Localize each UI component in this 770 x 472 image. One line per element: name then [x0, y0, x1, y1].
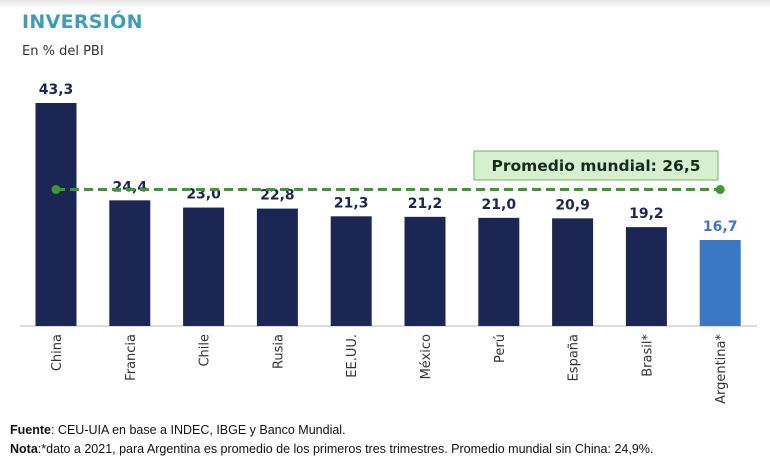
- data-label-4: 21,3: [334, 195, 369, 211]
- category-label-2: Chile: [198, 334, 213, 367]
- data-label-7: 20,9: [555, 197, 590, 213]
- category-label-5: México: [419, 334, 434, 379]
- source-label: Fuente: [10, 423, 51, 437]
- average-start-marker: [51, 185, 61, 195]
- category-label-8: Brasil*: [640, 334, 655, 377]
- data-label-8: 19,2: [629, 206, 664, 222]
- data-label-1: 24,4: [113, 179, 148, 195]
- data-label-9: 16,7: [703, 219, 738, 235]
- bar-4: [330, 216, 372, 326]
- note-text: :*dato a 2021, para Argentina es promedi…: [37, 442, 654, 456]
- chart-subtitle: En % del PBI: [22, 44, 104, 59]
- data-label-0: 43,3: [39, 82, 74, 98]
- category-label-3: Rusia: [271, 334, 286, 369]
- footer-source: Fuente: CEU-UIA en base a INDEC, IBGE y …: [10, 423, 346, 437]
- data-label-6: 21,0: [482, 197, 517, 213]
- average-label: Promedio mundial: 26,5: [491, 157, 700, 175]
- bar-7: [552, 218, 594, 326]
- source-text: : CEU-UIA en base a INDEC, IBGE y Banco …: [50, 423, 346, 437]
- data-label-3: 22,8: [260, 188, 295, 204]
- data-label-5: 21,2: [408, 196, 443, 212]
- chart-title: INVERSIÓN: [22, 11, 143, 33]
- top-shade: [0, 0, 770, 8]
- bar-5: [404, 216, 446, 326]
- bar-9: [699, 239, 741, 326]
- bar-3: [256, 208, 298, 326]
- bar-chart: 43,3China24,4Francia23,0Chile22,8Rusia21…: [20, 82, 757, 404]
- category-label-6: Perú: [493, 334, 508, 363]
- footer-note: Nota:*dato a 2021, para Argentina es pro…: [10, 442, 653, 456]
- category-label-4: EE.UU.: [345, 334, 360, 378]
- average-end-marker: [715, 185, 725, 195]
- bar-6: [478, 217, 520, 326]
- bar-2: [183, 207, 225, 326]
- bar-8: [625, 227, 667, 326]
- category-label-1: Francia: [124, 334, 139, 381]
- note-label: Nota: [10, 442, 38, 456]
- bar-1: [109, 200, 151, 326]
- average-label-box: [473, 150, 719, 181]
- category-label-9: Argentina*: [714, 334, 729, 404]
- bar-0: [35, 103, 77, 326]
- category-label-0: China: [50, 334, 65, 371]
- category-label-7: España: [567, 334, 582, 381]
